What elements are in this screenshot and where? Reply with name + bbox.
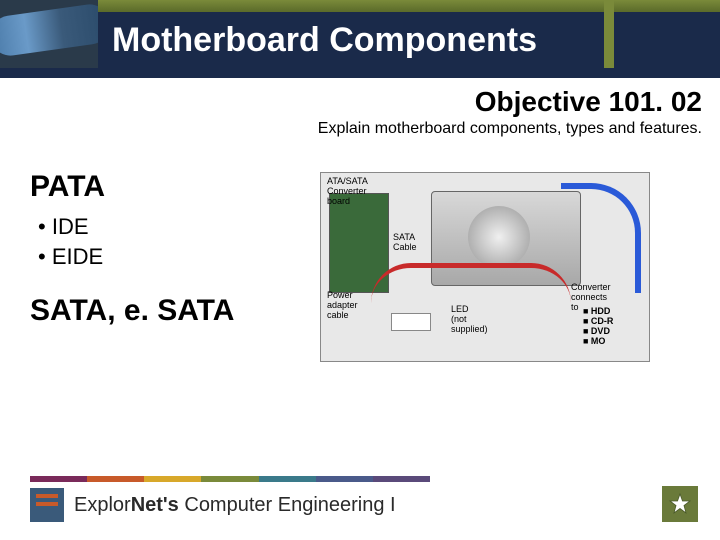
star-icon: [668, 492, 692, 516]
corner-tech-photo: [0, 0, 98, 68]
stripe-3: [201, 476, 258, 482]
stripe-5: [316, 476, 373, 482]
label-power-adapter: Power adapter cable: [327, 291, 358, 321]
star-badge: [662, 486, 698, 522]
footer-brand: ExplorNet's Computer Engineering I: [30, 488, 690, 522]
accent-bar-olive: [604, 0, 614, 76]
label-sata-cable: SATA Cable: [393, 233, 417, 253]
brand-prefix: Explor: [74, 494, 131, 516]
title-bar: Motherboard Components: [98, 12, 720, 68]
stripe-2: [144, 476, 201, 482]
bullet-ide: IDE: [38, 214, 330, 240]
section-heading-pata: PATA: [30, 170, 330, 204]
hardware-diagram-image: ATA/SATA Converter board SATA Cable Powe…: [320, 172, 650, 362]
footer-color-stripes: [30, 476, 430, 482]
section-heading-sata: SATA, e. SATA: [30, 294, 330, 328]
label-converter-board: ATA/SATA Converter board: [327, 177, 368, 207]
sub-title-bar: [0, 68, 720, 78]
stripe-0: [30, 476, 87, 482]
objective-block: Objective 101. 02 Explain motherboard co…: [318, 86, 702, 138]
slide-title: Motherboard Components: [112, 21, 537, 60]
objective-subtitle: Explain motherboard components, types an…: [318, 120, 702, 138]
label-device-list: ■ HDD ■ CD-R ■ DVD ■ MO: [583, 307, 643, 347]
power-connector: [391, 313, 431, 331]
brand-suffix: Computer Engineering I: [179, 494, 396, 516]
label-led: LED (not supplied): [451, 305, 488, 335]
objective-title: Objective 101. 02: [318, 86, 702, 118]
stripe-4: [259, 476, 316, 482]
bullet-eide: EIDE: [38, 244, 330, 270]
explornet-logo-icon: [30, 488, 64, 522]
bullet-list-pata: IDE EIDE: [30, 214, 330, 270]
stripe-6: [373, 476, 430, 482]
content-body: PATA IDE EIDE SATA, e. SATA: [30, 170, 330, 338]
brand-bold: Net's: [131, 494, 179, 516]
blue-cable: [561, 183, 641, 293]
stripe-1: [87, 476, 144, 482]
footer: ExplorNet's Computer Engineering I: [30, 476, 690, 522]
footer-brand-text: ExplorNet's Computer Engineering I: [74, 494, 396, 517]
